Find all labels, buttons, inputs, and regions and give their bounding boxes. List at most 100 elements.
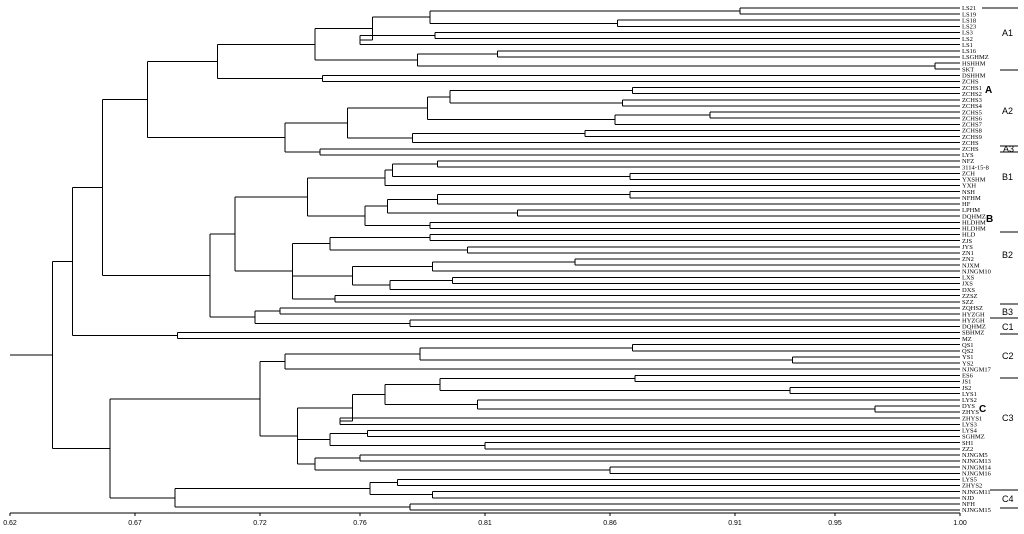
leaf-label: ZN1 [962, 250, 974, 257]
group-label-a3: A3 [1003, 144, 1014, 154]
leaf-label: DXS [962, 287, 975, 294]
group-label-c2: C2 [1002, 351, 1014, 361]
leaf-label: NJNGM13 [962, 458, 991, 465]
similarity-axis: 0.62 0.67 0.72 0.76 0.81 0.86 0.91 0.95 1.00 [3, 512, 967, 527]
leaf-label: LYS3 [962, 421, 977, 428]
leaf-label: LYS4 [962, 428, 978, 435]
axis-tick-label: 0.76 [353, 520, 367, 527]
leaf-label: ZCHS4 [962, 103, 983, 110]
leaf-label: SGHMZ [962, 434, 985, 441]
leaf-label: ZCHS5 [962, 109, 982, 116]
leaf-label: JXS [962, 281, 973, 288]
leaf-label: LS21 [962, 5, 976, 12]
leaf-label: NJNGM5 [962, 452, 988, 459]
leaf-label: ZQHSZ [962, 305, 983, 312]
leaf-label: JS2 [962, 385, 971, 392]
group-label-b: B [986, 214, 993, 225]
leaf-label: HLDHM [962, 219, 986, 226]
leaf-label: NJNGM11 [962, 489, 991, 496]
group-label-b2: B2 [1002, 250, 1013, 260]
group-brackets: A1 A2 A3 A B1 B2 B3 B C1 C2 C3 C4 C [979, 7, 1018, 509]
group-label-c3: C3 [1002, 413, 1014, 423]
leaf-labels: LS21LS19LS18LS23LS3LS2LS1LS16LSGHMZHSHHM… [962, 5, 992, 514]
leaf-label: JS1 [962, 379, 971, 386]
leaf-label: ZCHS7 [962, 122, 983, 129]
axis-tick-label: 0.91 [728, 520, 742, 527]
leaf-label: DQHMZ [962, 213, 986, 220]
leaf-label: NJNGM14 [962, 464, 992, 471]
leaf-label: LS23 [962, 24, 976, 31]
group-label-b1: B1 [1002, 172, 1013, 182]
leaf-label: SBHMZ [962, 330, 984, 337]
leaf-label: ZCHS6 [962, 115, 983, 122]
group-label-a2: A2 [1002, 106, 1013, 116]
leaf-label: NJNGM15 [962, 507, 991, 514]
leaf-label: HYZGH [962, 317, 985, 324]
leaf-label: NJD [962, 495, 974, 502]
leaf-label: NFH [962, 501, 975, 508]
leaf-label: LS18 [962, 17, 976, 24]
group-label-b3: B3 [1002, 307, 1013, 317]
leaf-label: ES6 [962, 373, 974, 380]
leaf-label: ZHYS2 [962, 483, 982, 490]
leaf-label: NJNGM10 [962, 268, 991, 275]
leaf-label: ZJS [962, 238, 973, 245]
leaf-label: NFHM [962, 195, 981, 202]
leaf-label: SKT [962, 66, 974, 73]
dendrogram-branches [10, 7, 960, 511]
leaf-label: LS2 [962, 36, 973, 43]
leaf-label: ZZSZ [962, 293, 978, 300]
leaf-label: MZ [962, 336, 972, 343]
leaf-label: HF [962, 201, 971, 208]
leaf-label: ZCHS2 [962, 91, 982, 98]
leaf-label: ZCH [962, 170, 975, 177]
leaf-label: ZCHS [962, 140, 979, 147]
leaf-label: YS2 [962, 360, 974, 367]
leaf-label: ZCHS3 [962, 97, 982, 104]
leaf-label: NJNGM17 [962, 366, 992, 373]
axis-ticks: 0.62 0.67 0.72 0.76 0.81 0.86 0.91 0.95 1.00 [3, 513, 967, 527]
axis-tick-label: 0.95 [828, 520, 842, 527]
leaf-label: DYS [962, 403, 975, 410]
leaf-label: LSGHMZ [962, 54, 989, 61]
axis-tick-label: 0.67 [128, 520, 142, 527]
group-label-c: C [979, 404, 986, 415]
leaf-label: LYS1 [962, 391, 977, 398]
leaf-label: SH1 [962, 440, 974, 447]
leaf-label: DSHHM [962, 73, 986, 80]
axis-tick-label: 0.62 [3, 520, 17, 527]
leaf-label: HSHHM [962, 60, 986, 67]
group-label-c4: C4 [1002, 494, 1014, 504]
leaf-label: HLD [962, 232, 976, 239]
leaf-label: YXH [962, 183, 976, 190]
leaf-label: LYS [962, 152, 974, 159]
leaf-label: HYZGH [962, 311, 985, 318]
leaf-label: YS1 [962, 354, 974, 361]
leaf-label: QS1 [962, 342, 974, 349]
leaf-label: ZN2 [962, 256, 974, 263]
leaf-label: NSH [962, 189, 975, 196]
leaf-label: ZCHS1 [962, 85, 982, 92]
leaf-label: DQHMZ [962, 324, 986, 331]
axis-tick-label: 0.72 [253, 520, 267, 527]
leaf-label: LS3 [962, 30, 973, 37]
leaf-label: LS16 [962, 48, 977, 55]
leaf-label: JYS [962, 244, 973, 251]
leaf-label: LYS2 [962, 397, 977, 404]
group-label-c1: C1 [1002, 322, 1014, 332]
leaf-label: LXS [962, 275, 975, 282]
leaf-label: YXSHM [962, 177, 986, 184]
axis-tick-label: 0.86 [603, 520, 617, 527]
leaf-label: ZZ2 [962, 446, 973, 453]
leaf-label: LPHM [962, 207, 980, 214]
leaf-label: ZHYS1 [962, 415, 982, 422]
leaf-label: NJXM [962, 262, 980, 269]
group-label-a1: A1 [1002, 28, 1013, 38]
leaf-label: ZHYS [962, 409, 979, 416]
leaf-label: ZCHS9 [962, 134, 982, 141]
axis-tick-label: 1.00 [953, 520, 967, 527]
leaf-label: ZCHS8 [962, 128, 982, 135]
leaf-label: NJNGM16 [962, 470, 992, 477]
axis-tick-label: 0.81 [478, 520, 492, 527]
